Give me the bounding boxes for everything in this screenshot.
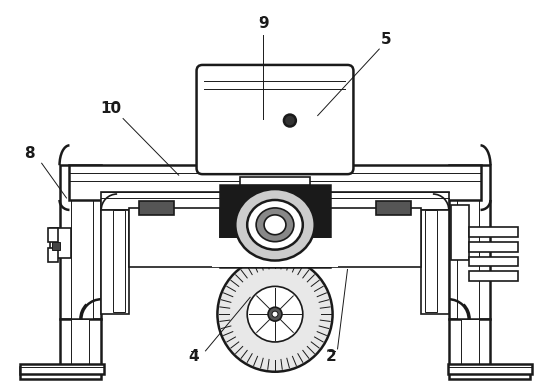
Bar	[451, 205, 469, 260]
Text: 8: 8	[25, 146, 35, 161]
Bar	[469, 257, 518, 267]
Bar	[48, 228, 58, 242]
Bar	[461, 319, 479, 367]
Bar	[70, 165, 480, 200]
Text: 9: 9	[258, 16, 268, 31]
Bar	[449, 319, 490, 369]
FancyBboxPatch shape	[197, 65, 354, 174]
Bar	[48, 248, 58, 261]
Bar	[469, 227, 518, 237]
Circle shape	[247, 286, 303, 342]
Text: 10: 10	[100, 101, 122, 116]
Ellipse shape	[247, 200, 303, 250]
Bar	[71, 165, 93, 319]
Bar	[101, 192, 449, 210]
Bar	[220, 185, 329, 267]
Bar	[329, 208, 421, 267]
Bar	[59, 319, 101, 369]
Bar	[101, 210, 129, 314]
Bar	[425, 210, 437, 312]
Ellipse shape	[256, 208, 294, 242]
Text: 5: 5	[381, 32, 391, 47]
Bar	[113, 210, 125, 312]
Circle shape	[272, 311, 278, 317]
Circle shape	[217, 257, 333, 372]
Bar	[52, 242, 59, 250]
Bar	[448, 364, 532, 374]
Ellipse shape	[236, 189, 315, 261]
Circle shape	[284, 114, 296, 127]
Bar	[20, 367, 101, 379]
Bar	[129, 208, 220, 267]
Bar	[376, 201, 411, 215]
Bar	[59, 165, 101, 319]
Bar	[240, 177, 310, 185]
Bar	[449, 165, 490, 319]
Bar	[449, 367, 530, 379]
Bar	[139, 201, 173, 215]
Bar	[212, 238, 338, 267]
Bar	[71, 319, 89, 367]
Bar	[469, 272, 518, 281]
Bar	[457, 165, 479, 319]
Circle shape	[268, 307, 282, 321]
Bar	[20, 364, 104, 374]
Bar	[469, 242, 518, 252]
Text: 4: 4	[188, 349, 199, 364]
Text: 2: 2	[326, 349, 337, 364]
Ellipse shape	[264, 215, 286, 235]
Bar	[49, 228, 71, 258]
Bar	[421, 210, 449, 314]
